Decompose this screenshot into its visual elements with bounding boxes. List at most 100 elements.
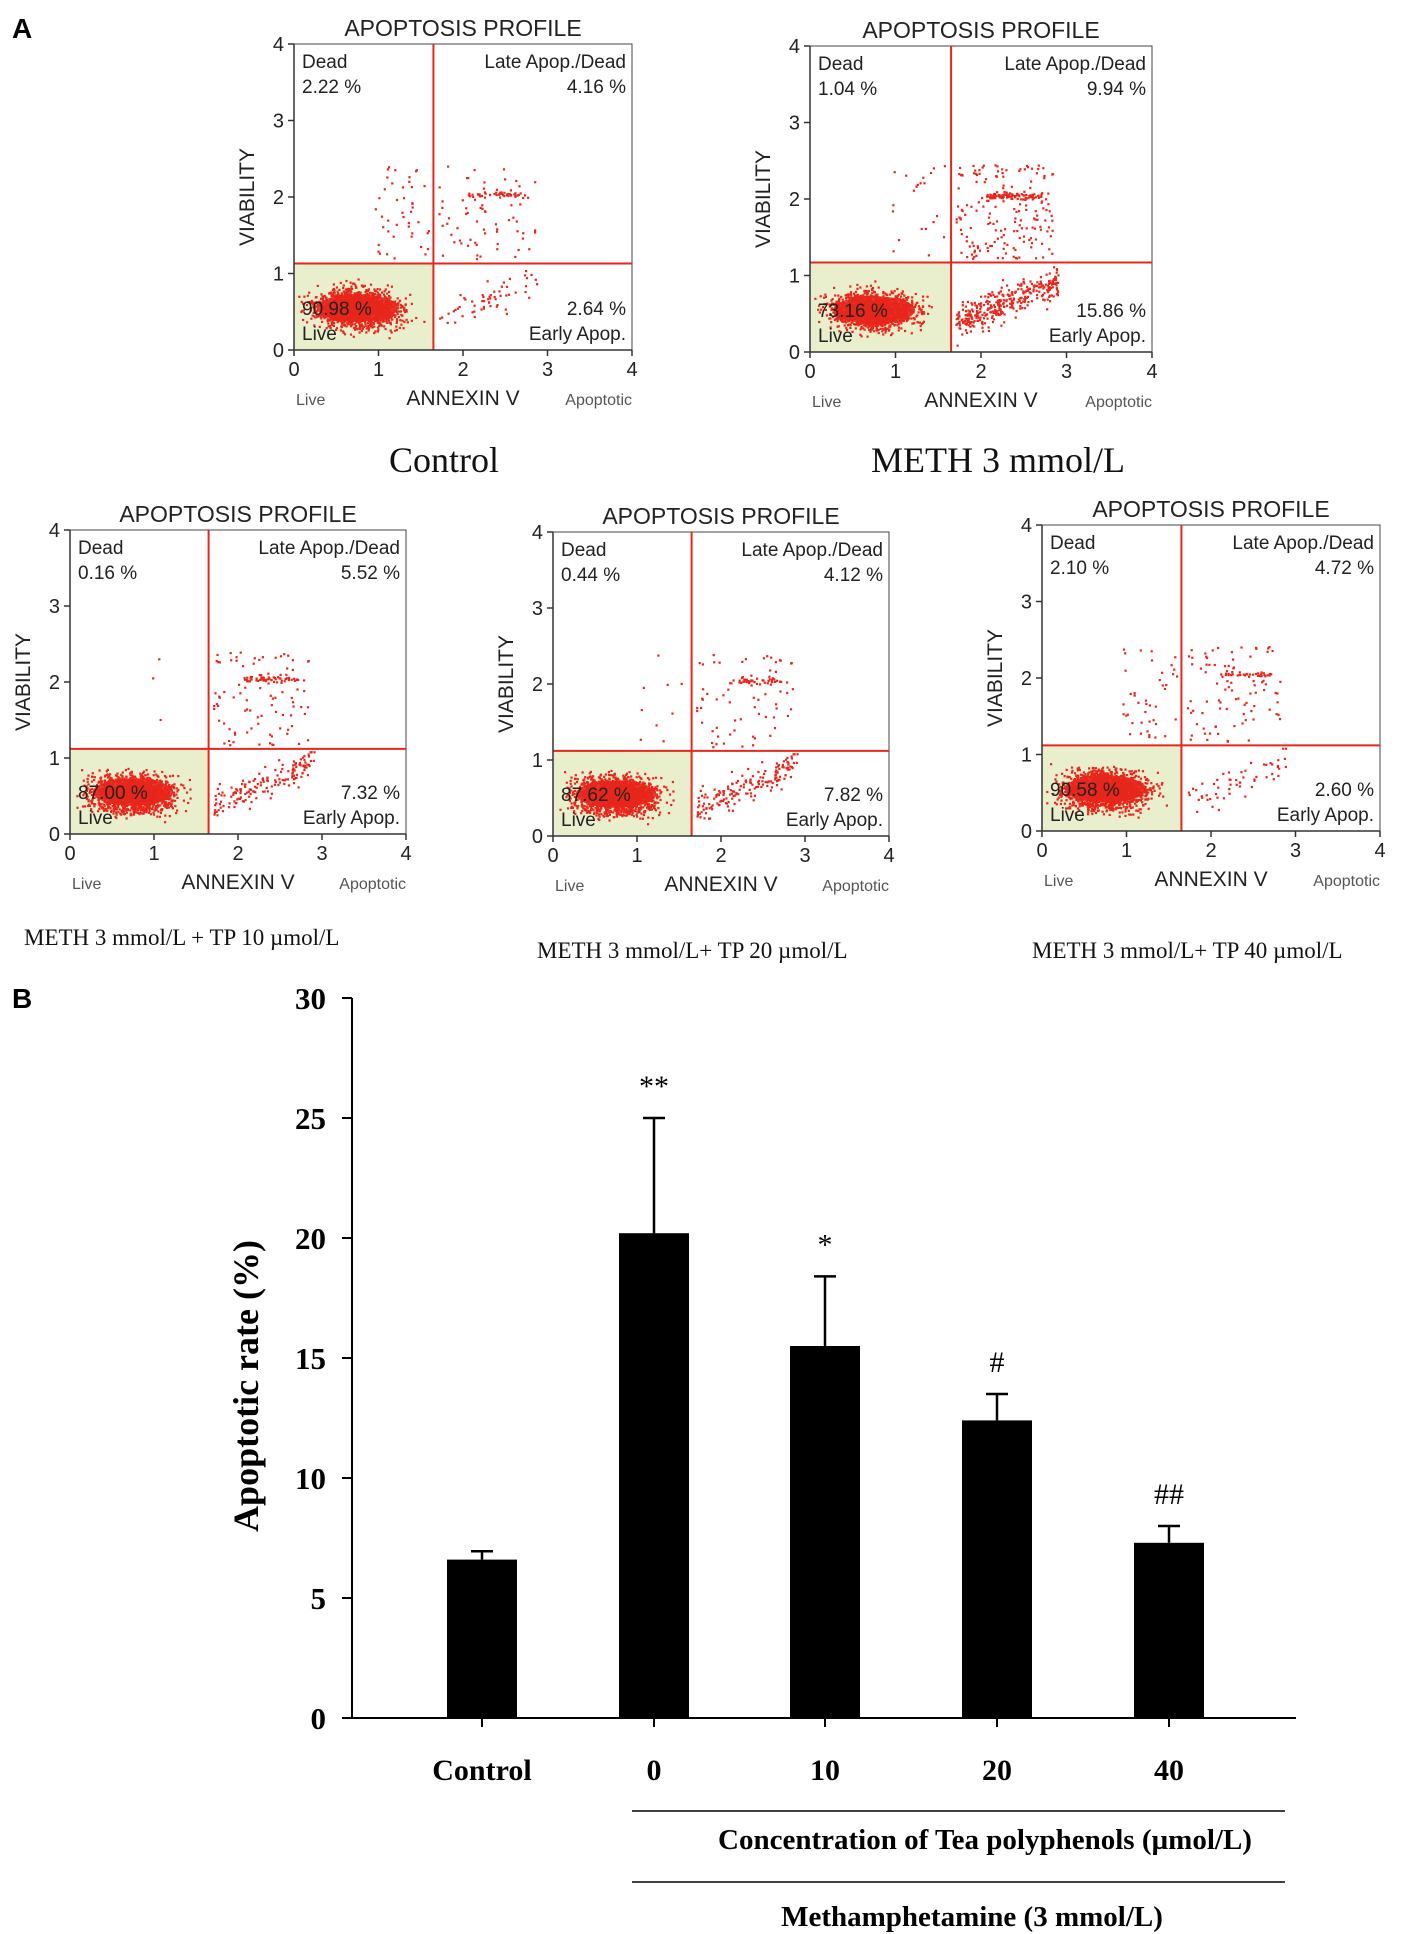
event-dot-early: [987, 292, 990, 296]
event-dot-live: [393, 314, 396, 317]
event-dot-early: [471, 300, 474, 303]
event-dot-live: [840, 318, 843, 321]
event-dot-early: [987, 326, 990, 329]
event-dot-early: [1046, 308, 1049, 311]
event-dot-live: [386, 292, 389, 295]
event-dot-early: [1020, 284, 1023, 287]
event-dot-early: [964, 320, 967, 323]
event-dot-early: [1014, 316, 1017, 319]
event-dot-early: [995, 313, 998, 317]
event-dot-early: [1051, 286, 1054, 289]
event-dot-live: [843, 324, 846, 327]
event-dot-late: [1000, 196, 1003, 199]
event-dot-live: [99, 777, 102, 780]
event-dot-late: [994, 164, 997, 167]
event-dot-early: [975, 314, 978, 317]
event-dot-dead: [386, 176, 389, 179]
event-dot-live: [927, 312, 930, 315]
event-dot-early: [1048, 295, 1051, 298]
event-dot-late: [1018, 236, 1021, 240]
event-dot-early: [979, 316, 982, 319]
event-dot-late: [972, 172, 976, 175]
event-dot-live: [896, 324, 899, 327]
event-dot-live: [873, 330, 876, 333]
quadrant-late-value: 4.16 %: [567, 77, 626, 98]
event-dot-early: [967, 309, 970, 312]
event-dot-late: [974, 169, 977, 172]
event-dot-early: [1050, 294, 1054, 297]
event-dot-live: [922, 320, 925, 323]
event-dot-late: [983, 181, 986, 184]
event-dot-live: [865, 323, 869, 326]
event-dot-live: [302, 318, 305, 322]
event-dot-early: [473, 310, 476, 313]
event-dot-early: [991, 320, 995, 324]
event-dot-live: [889, 324, 892, 327]
event-dot-live: [884, 326, 887, 329]
event-dot-live: [347, 321, 350, 324]
event-dot-live: [331, 319, 334, 322]
event-dot-early: [1014, 290, 1017, 293]
event-dot-late: [1016, 192, 1019, 195]
event-dot-early: [1039, 280, 1042, 283]
event-dot-live: [355, 325, 358, 328]
event-dot-live: [922, 295, 925, 298]
event-dot-live: [868, 325, 871, 328]
event-dot-live: [399, 310, 403, 313]
event-dot-live: [351, 282, 355, 285]
event-dot-late: [1000, 194, 1003, 198]
event-dot-live: [395, 320, 399, 323]
event-dot-late: [478, 193, 481, 196]
event-dot-early: [964, 305, 967, 308]
event-dot-live: [903, 294, 906, 297]
event-dot-late: [1034, 196, 1037, 199]
event-dot-early: [488, 295, 491, 298]
event-dot-live: [886, 327, 889, 330]
event-dot-late: [1014, 196, 1017, 199]
event-dot-live: [115, 816, 118, 819]
event-dot-late: [965, 235, 968, 238]
event-dot-live: [303, 295, 306, 298]
event-dot-early: [1039, 286, 1042, 289]
event-dot-live: [112, 808, 115, 811]
event-dot-early: [995, 301, 998, 304]
event-dot-early: [969, 322, 972, 325]
event-dot-late: [496, 243, 499, 246]
event-dot-late: [453, 241, 456, 244]
event-dot-live: [840, 320, 844, 323]
event-dot-early: [964, 314, 967, 317]
event-dot-live: [119, 812, 122, 815]
event-dot-early: [447, 312, 450, 315]
event-dot-early: [958, 324, 962, 327]
event-dot-dead: [423, 185, 426, 188]
event-dot-early: [1023, 299, 1027, 302]
plot-caption: Control: [389, 440, 499, 480]
event-dot-live: [156, 778, 159, 781]
event-dot-live: [361, 324, 364, 327]
event-dot-late: [483, 191, 487, 194]
event-dot-late: [458, 239, 461, 242]
event-dot-early: [998, 305, 1001, 308]
event-dot-live: [314, 305, 317, 308]
event-dot-dead: [386, 253, 389, 256]
event-dot-late: [985, 178, 988, 181]
event-dot-early: [989, 311, 992, 314]
event-dot-late: [978, 172, 981, 175]
event-dot-dead: [383, 188, 386, 191]
event-dot-live: [332, 283, 335, 286]
event-dot-dead: [407, 221, 410, 225]
event-dot-live: [376, 288, 379, 291]
event-dot-live: [125, 809, 128, 812]
event-dot-late: [1005, 193, 1008, 196]
event-dot-live: [836, 302, 839, 305]
event-dot-live: [877, 286, 880, 289]
event-dot-live: [98, 803, 101, 806]
event-dot-early: [986, 308, 989, 311]
event-dot-live: [820, 308, 823, 311]
event-dot-early: [1000, 324, 1003, 327]
event-dot-live: [375, 290, 378, 293]
event-dot-early: [961, 333, 964, 336]
event-dot-late: [959, 218, 962, 221]
event-dot-early: [1012, 297, 1015, 300]
